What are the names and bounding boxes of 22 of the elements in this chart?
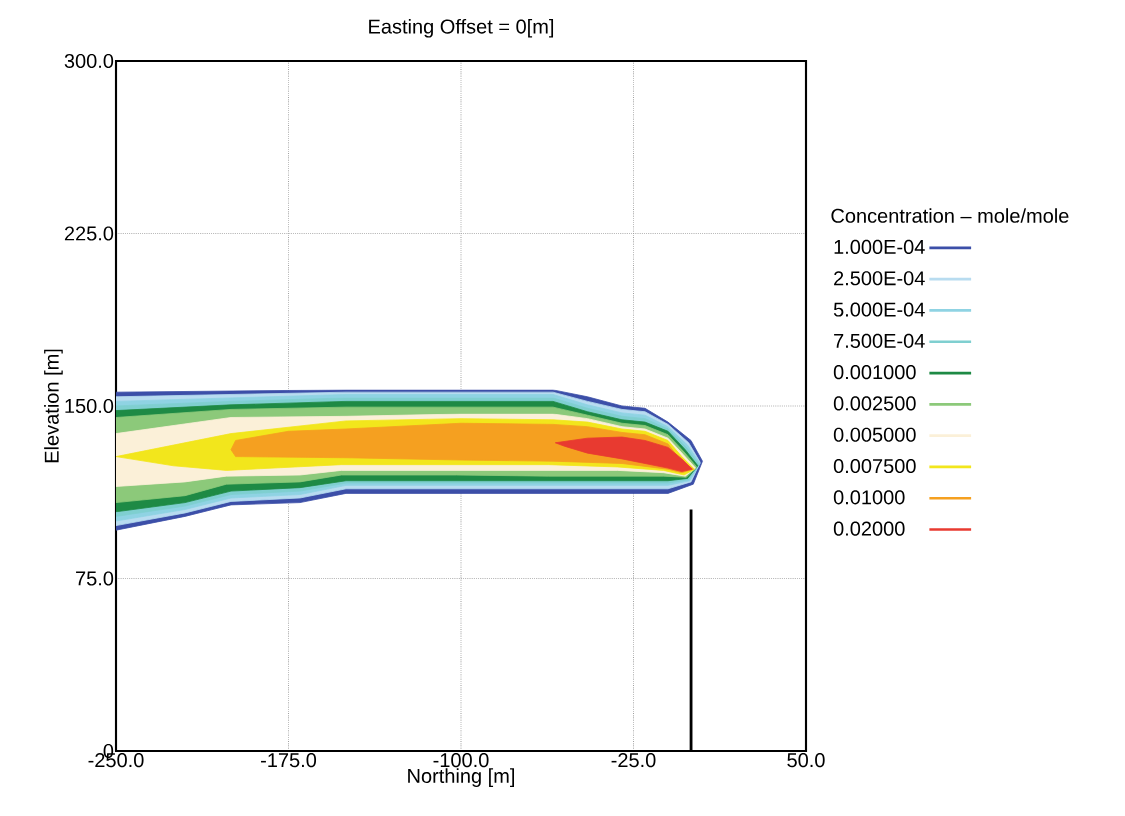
- legend-label: 1.000E-04: [834, 239, 925, 255]
- legend-title: Concentration – mole/mole: [831, 208, 1069, 223]
- x-axis-title: Northing [m]: [408, 768, 514, 787]
- legend-label: 0.02000: [833, 521, 905, 536]
- x-tick-label: 50.0: [787, 753, 825, 768]
- y-tick-label: 75.0: [76, 571, 114, 586]
- chart-title: Easting Offset = 0[m]: [369, 18, 554, 38]
- y-axis-title: Elevation [m]: [44, 349, 63, 463]
- legend-label: 2.500E-04: [834, 271, 925, 286]
- legend-label: 0.005000: [833, 427, 916, 442]
- legend-label: 0.01000: [833, 490, 905, 505]
- y-tick-label: 150.0: [65, 398, 114, 414]
- legend-label: 7.500E-04: [834, 333, 925, 348]
- legend-label: 5.000E-04: [833, 302, 925, 317]
- x-tick-label: -25.0: [611, 753, 656, 768]
- legend-label: 0.007500: [833, 458, 916, 474]
- y-tick-label: 225.0: [64, 226, 114, 241]
- x-tick-label: -175.0: [261, 753, 317, 768]
- legend-label: 0.001000: [833, 365, 916, 380]
- x-tick-label: -100.0: [433, 753, 489, 768]
- legend-label: 0.002500: [833, 396, 916, 411]
- y-tick-label: 300.0: [64, 53, 114, 69]
